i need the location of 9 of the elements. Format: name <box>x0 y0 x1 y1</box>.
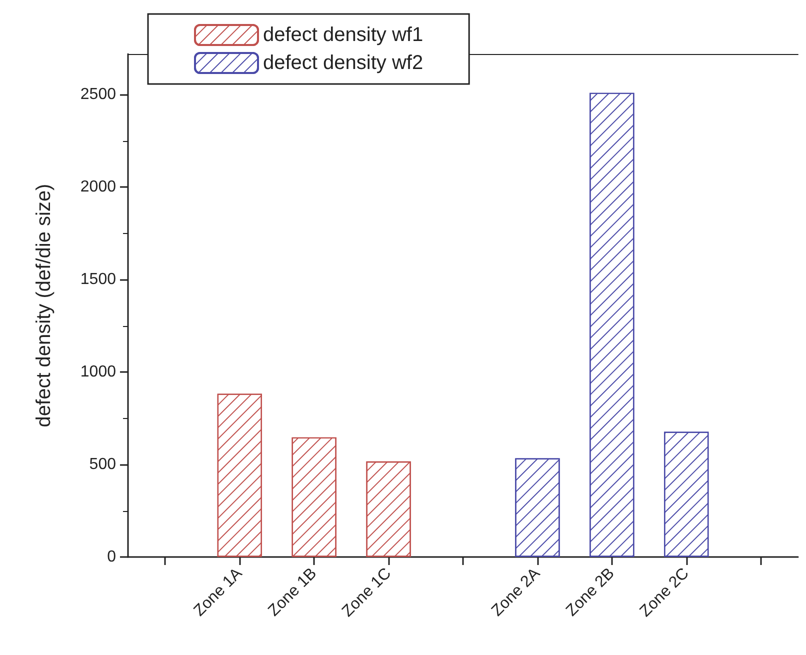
y-axis-title: defect density (def/die size) <box>33 184 55 428</box>
y-tick-label: 0 <box>107 548 116 566</box>
legend-label: defect density wf2 <box>263 52 424 74</box>
y-tick-label: 2500 <box>80 86 116 104</box>
y-tick-label: 2000 <box>80 178 116 196</box>
legend-label: defect density wf1 <box>263 24 424 46</box>
y-tick-label: 1000 <box>80 364 116 381</box>
y-tick-label: 1500 <box>80 271 116 288</box>
y-tick-label: 500 <box>89 456 116 474</box>
